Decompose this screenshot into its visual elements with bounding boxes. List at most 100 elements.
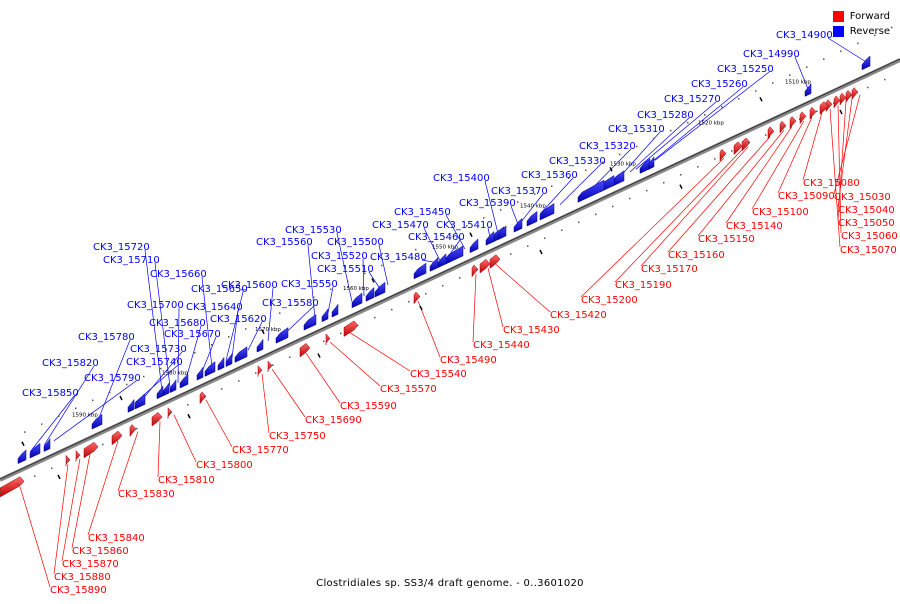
minor-tick [874,34,876,37]
figure-caption: Clostridiales sp. SS3/4 draft genome. - … [316,578,584,589]
reverse-gene-label: CK3_15730 [130,344,187,355]
minor-tick [41,423,43,425]
minor-tick [374,316,376,319]
minor-tick [884,78,886,81]
reverse-gene [303,314,317,331]
minor-tick [109,391,111,394]
reverse-gene-label: CK3_15530 [285,225,342,236]
reverse-leader [362,258,365,297]
forward-gene-label: CK3_15880 [54,572,111,583]
minor-tick [731,150,733,152]
legend-forward-label: Forward [849,11,890,22]
forward-leader [271,368,306,418]
minor-tick [578,221,580,224]
reverse-swatch [832,26,844,37]
forward-gene-label: CK3_15860 [72,546,129,557]
minor-tick [748,142,750,144]
minor-tick [663,181,665,184]
reverse-leader [144,249,163,391]
reverse-gene-label: CK3_15470 [372,220,429,231]
minor-tick [483,217,485,219]
forward-gene-label: CK3_15540 [410,369,467,380]
minor-tick [398,256,400,259]
reverse-gene-label: CK3_15270 [664,94,721,105]
genome-backbone [0,58,900,482]
minor-tick [262,320,264,322]
reverse-gene [134,393,146,410]
forward-gene-label: CK3_15440 [473,340,530,351]
forward-gene [129,424,137,438]
forward-gene [845,89,853,103]
forward-gene [267,360,273,372]
reverse-leader [445,214,466,250]
feature-dash [119,395,123,401]
minor-tick [425,293,427,295]
minor-tick [306,348,308,351]
reverse-gene-label: CK3_15700 [127,300,184,311]
minor-tick [211,344,213,346]
reverse-gene [374,281,386,298]
reverse-gene-label: CK3_15710 [103,255,160,266]
feature-dash [57,474,61,480]
minor-tick [816,110,818,113]
forward-gene [851,87,859,101]
reverse-gene-label: CK3_15390 [459,198,516,209]
reverse-leader [827,37,867,63]
forward-gene-label: CK3_15150 [698,234,755,245]
forward-gene [257,365,263,377]
forward-leader [697,129,785,237]
reverse-leader [307,244,316,320]
forward-gene-label: CK3_15590 [340,401,397,412]
reverse-gene-label: CK3_15520 [311,251,368,262]
reverse-leader [201,276,213,368]
minor-tick [204,396,206,398]
forward-gene [471,264,479,278]
minor-tick [85,451,87,454]
minor-tick [687,121,689,124]
forward-gene-label: CK3_15770 [232,445,289,456]
reverse-leader [185,325,202,380]
reverse-leader [484,180,499,234]
legend-forward: Forward [832,9,890,24]
forward-leader [640,146,749,267]
forward-gene-label: CK3_15190 [615,280,672,291]
reverse-leader [629,117,690,173]
minor-tick [823,58,825,60]
minor-tick [102,443,104,446]
minor-tick [289,356,291,358]
minor-tick [527,245,529,247]
forward-gene [83,441,99,459]
reverse-gene-label: CK3_15330 [549,156,606,167]
reverse-gene-label: CK3_15580 [262,298,319,309]
forward-gene [799,111,807,125]
minor-tick [442,285,444,287]
reverse-leader [651,86,744,163]
minor-tick [330,288,332,291]
reverse-gene-label: CK3_15510 [317,264,374,275]
reverse-gene [513,217,523,233]
minor-tick [34,475,36,477]
reverse-gene [275,327,289,344]
reverse-leader [423,227,441,261]
minor-tick [517,201,519,203]
minor-tick [850,94,852,97]
minor-tick [136,427,138,430]
reverse-gene [17,449,27,464]
minor-tick [58,415,60,417]
reverse-gene [497,225,507,240]
minor-tick [187,404,189,406]
reverse-gene-label: CK3_15550 [281,279,338,290]
forward-gene [767,126,775,140]
minor-tick [75,407,77,410]
forward-leader [417,300,441,358]
reverse-gene-label: CK3_15410 [436,220,493,231]
forward-gene [325,333,331,345]
reverse-gene [365,286,375,302]
minor-tick [347,280,349,283]
minor-tick [272,364,274,366]
reverse-leader [794,56,809,90]
feature-dash [317,353,321,358]
genome-axis: 1510 kbp 1520 kbp 1530 kbp 1540 kbp 1550 kbp… [0,26,900,493]
scale-label: 1550 kbp [432,244,458,250]
